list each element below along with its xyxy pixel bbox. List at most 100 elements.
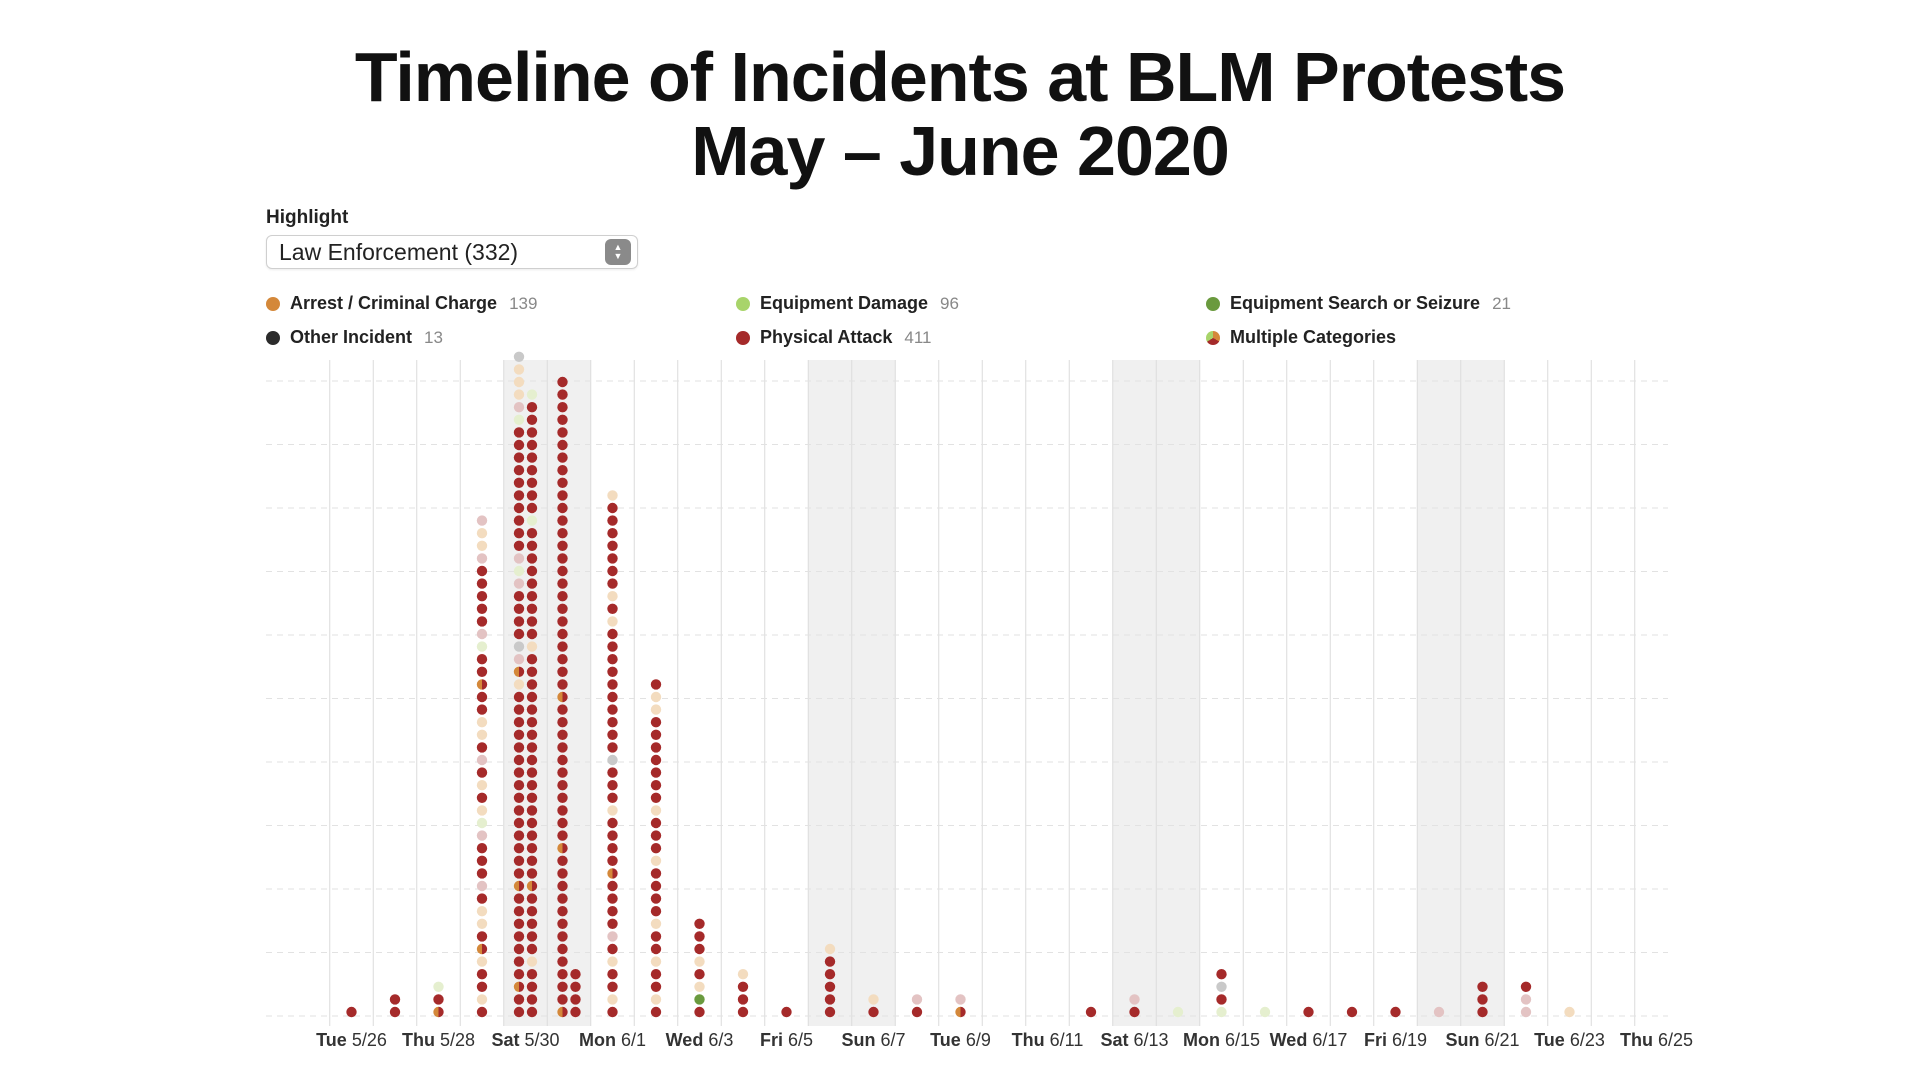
data-point[interactable]	[476, 767, 488, 778]
data-point[interactable]	[607, 918, 618, 929]
data-point[interactable]	[526, 389, 538, 400]
data-point[interactable]	[650, 918, 662, 929]
data-point[interactable]	[557, 427, 568, 438]
data-point[interactable]	[476, 981, 488, 992]
data-point-multiple[interactable]	[513, 880, 525, 892]
data-point[interactable]	[476, 553, 488, 564]
data-point[interactable]	[526, 767, 538, 778]
data-point[interactable]	[513, 906, 525, 917]
data-point[interactable]	[650, 855, 662, 866]
data-point[interactable]	[513, 717, 525, 728]
data-point[interactable]	[513, 515, 525, 526]
data-point[interactable]	[824, 994, 836, 1005]
data-point[interactable]	[513, 893, 525, 904]
legend-item-physical[interactable]: Physical Attack 411	[736, 327, 932, 348]
data-point[interactable]	[513, 780, 525, 791]
data-point[interactable]	[1172, 1006, 1184, 1018]
data-point[interactable]	[650, 880, 662, 892]
data-point[interactable]	[476, 591, 488, 602]
data-point[interactable]	[557, 805, 568, 816]
data-point[interactable]	[557, 943, 568, 955]
data-point[interactable]	[557, 490, 568, 501]
data-point[interactable]	[526, 805, 538, 816]
data-point[interactable]	[513, 465, 525, 476]
data-point[interactable]	[513, 817, 525, 829]
data-point[interactable]	[476, 641, 488, 652]
data-point[interactable]	[526, 843, 538, 854]
data-point[interactable]	[650, 906, 662, 917]
data-point[interactable]	[557, 641, 568, 652]
data-point[interactable]	[513, 402, 525, 413]
data-point[interactable]	[557, 767, 568, 778]
data-point[interactable]	[607, 767, 618, 778]
data-point[interactable]	[607, 931, 618, 942]
data-point[interactable]	[868, 994, 879, 1005]
data-point[interactable]	[476, 855, 488, 866]
data-point[interactable]	[607, 616, 618, 627]
data-point[interactable]	[526, 452, 538, 463]
data-point[interactable]	[513, 767, 525, 778]
data-point[interactable]	[1520, 1006, 1532, 1018]
data-point[interactable]	[570, 981, 581, 992]
data-point[interactable]	[694, 1006, 705, 1018]
data-point[interactable]	[557, 452, 568, 463]
data-point[interactable]	[557, 868, 568, 879]
data-point[interactable]	[476, 540, 488, 551]
data-point-multiple[interactable]	[607, 868, 618, 879]
data-point[interactable]	[433, 981, 444, 992]
data-point[interactable]	[1433, 1006, 1445, 1018]
data-point[interactable]	[1129, 1006, 1140, 1018]
data-point[interactable]	[526, 754, 538, 766]
data-point[interactable]	[513, 540, 525, 551]
data-point[interactable]	[570, 969, 581, 980]
data-point[interactable]	[607, 792, 618, 803]
data-point[interactable]	[513, 1006, 525, 1018]
data-point[interactable]	[476, 880, 488, 892]
data-point[interactable]	[526, 515, 538, 526]
data-point[interactable]	[557, 994, 568, 1005]
data-point[interactable]	[557, 855, 568, 866]
legend-item-multiple[interactable]: Multiple Categories	[1206, 327, 1396, 348]
data-point[interactable]	[526, 616, 538, 627]
data-point[interactable]	[513, 477, 525, 488]
data-point[interactable]	[526, 704, 538, 715]
data-point[interactable]	[650, 767, 662, 778]
data-point-multiple[interactable]	[526, 880, 538, 892]
data-point[interactable]	[526, 490, 538, 501]
data-point[interactable]	[650, 780, 662, 791]
data-point[interactable]	[557, 389, 568, 400]
data-point[interactable]	[557, 654, 568, 665]
data-point[interactable]	[557, 628, 568, 640]
data-point[interactable]	[513, 943, 525, 955]
data-point[interactable]	[557, 465, 568, 476]
data-point[interactable]	[607, 515, 618, 526]
data-point[interactable]	[513, 805, 525, 816]
data-point[interactable]	[557, 792, 568, 803]
data-point[interactable]	[911, 994, 923, 1005]
data-point[interactable]	[513, 591, 525, 602]
data-point[interactable]	[650, 1006, 662, 1018]
data-point[interactable]	[557, 578, 568, 589]
data-point[interactable]	[650, 969, 662, 980]
data-point[interactable]	[513, 830, 525, 841]
data-point[interactable]	[557, 477, 568, 488]
data-point[interactable]	[526, 717, 538, 728]
data-point[interactable]	[557, 981, 568, 992]
data-point[interactable]	[1129, 994, 1140, 1005]
data-point[interactable]	[737, 969, 749, 980]
data-point[interactable]	[694, 981, 705, 992]
data-point[interactable]	[476, 843, 488, 854]
data-point[interactable]	[694, 994, 705, 1005]
data-point[interactable]	[476, 704, 488, 715]
data-point[interactable]	[650, 830, 662, 841]
data-point[interactable]	[526, 528, 538, 539]
data-point[interactable]	[650, 754, 662, 766]
data-point[interactable]	[476, 918, 488, 929]
data-point[interactable]	[526, 502, 538, 514]
data-point[interactable]	[513, 376, 525, 388]
data-point[interactable]	[557, 704, 568, 715]
data-point[interactable]	[607, 603, 618, 614]
data-point[interactable]	[650, 805, 662, 816]
data-point[interactable]	[476, 628, 488, 640]
data-point[interactable]	[607, 717, 618, 728]
